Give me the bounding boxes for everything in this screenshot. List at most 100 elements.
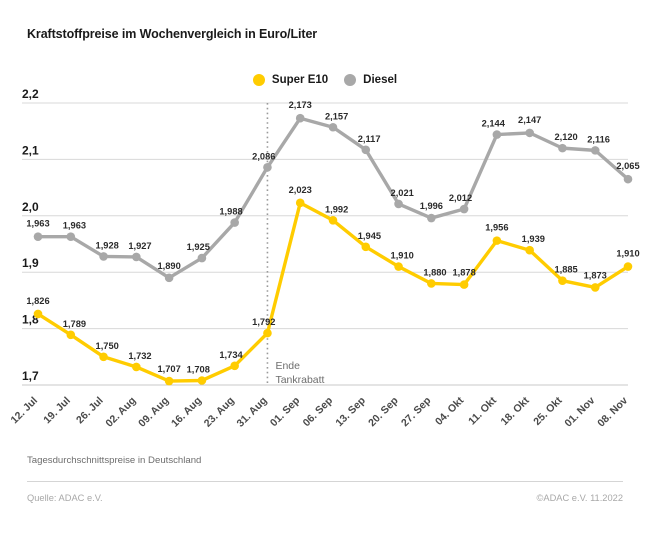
x-tick-label: 13. Sep xyxy=(333,395,367,429)
data-point-label: 1,928 xyxy=(96,240,119,250)
data-point-label: 1,939 xyxy=(522,234,545,244)
source-label: Quelle: ADAC e.V. xyxy=(27,493,103,503)
data-point-marker xyxy=(164,273,174,283)
data-point-marker xyxy=(361,242,371,252)
data-point-marker xyxy=(558,276,567,285)
data-point-label: 1,707 xyxy=(157,364,180,374)
x-tick-label: 04. Okt xyxy=(433,394,467,428)
data-point-marker xyxy=(230,361,239,371)
data-point-marker xyxy=(590,146,600,155)
data-point-label: 1,878 xyxy=(452,268,475,278)
y-axis-ticks: 1,71,81,92,02,12,2 xyxy=(22,87,39,383)
data-point-label: 1,927 xyxy=(128,241,151,251)
legend-label: Super E10 xyxy=(271,74,329,86)
x-tick-label: 08. Nov xyxy=(595,395,630,430)
data-point-label: 1,890 xyxy=(157,261,180,271)
x-tick-label: 09. Aug xyxy=(136,395,171,430)
y-tick-label: 2,2 xyxy=(22,87,39,101)
x-tick-label: 23. Aug xyxy=(202,395,237,430)
data-point-label: 1,956 xyxy=(485,223,508,233)
y-tick-label: 1,7 xyxy=(22,369,39,383)
data-point-label: 1,996 xyxy=(420,201,443,211)
x-tick-label: 01. Sep xyxy=(268,395,302,429)
x-tick-label: 31. Aug xyxy=(235,395,270,430)
data-point-label: 1,734 xyxy=(219,350,243,360)
data-point-marker xyxy=(394,262,403,271)
copyright-label: ©ADAC e.V. 11.2022 xyxy=(536,493,623,503)
data-point-label: 1,708 xyxy=(187,364,210,374)
data-point-label: 1,750 xyxy=(96,341,119,351)
x-tick-label: 02. Aug xyxy=(103,395,138,430)
data-point-label: 2,147 xyxy=(518,115,541,125)
data-point-label: 2,117 xyxy=(358,134,381,144)
data-point-marker xyxy=(230,218,239,227)
data-point-label: 2,086 xyxy=(252,151,275,161)
y-tick-label: 1,9 xyxy=(22,256,39,270)
data-point-marker xyxy=(427,279,436,288)
data-point-label: 2,065 xyxy=(616,161,639,171)
data-point-label: 1,885 xyxy=(554,265,577,275)
data-point-marker xyxy=(132,362,141,372)
data-point-label: 1,910 xyxy=(616,249,639,259)
annotation-text: Ende xyxy=(275,360,300,372)
data-point-labels: 1,826 1,789 1,750 1,732 1,707 1,708 1,734 1,792… xyxy=(26,100,639,374)
series-line-diesel xyxy=(36,116,630,280)
data-point-marker xyxy=(525,245,534,255)
data-point-marker xyxy=(197,376,207,385)
data-point-marker xyxy=(263,328,272,338)
data-point-marker xyxy=(328,216,338,225)
data-point-marker xyxy=(427,213,436,223)
data-point-label: 1,792 xyxy=(252,317,275,327)
data-point-marker xyxy=(525,128,534,138)
data-point-marker xyxy=(394,199,403,209)
x-tick-label: 20. Sep xyxy=(366,395,400,429)
data-point-marker xyxy=(590,283,600,292)
data-point-label: 2,144 xyxy=(482,119,506,129)
data-point-marker xyxy=(99,352,108,362)
x-tick-label: 19. Jul xyxy=(41,395,73,427)
y-tick-label: 2,0 xyxy=(22,200,39,214)
data-point-label: 2,023 xyxy=(289,185,312,195)
x-tick-label: 06. Sep xyxy=(301,395,335,429)
data-point-marker xyxy=(33,232,43,241)
data-point-marker xyxy=(99,252,108,261)
data-point-label: 2,173 xyxy=(289,100,312,110)
data-point-label: 1,963 xyxy=(26,219,49,229)
x-tick-label: 25. Okt xyxy=(531,394,565,428)
circle-marker-icon xyxy=(344,74,357,86)
data-point-marker xyxy=(263,162,272,172)
data-point-label: 1,732 xyxy=(128,351,151,361)
data-point-label: 1,873 xyxy=(584,270,607,280)
data-point-label: 1,910 xyxy=(391,251,414,261)
data-point-marker xyxy=(492,236,502,245)
data-point-label: 1,925 xyxy=(187,242,210,252)
data-point-label: 1,988 xyxy=(219,207,242,217)
grid-lines xyxy=(22,102,628,386)
x-tick-label: 27. Sep xyxy=(399,395,433,429)
data-point-marker xyxy=(295,198,305,208)
data-point-marker xyxy=(558,143,567,153)
chart-legend: Super E10 Diesel xyxy=(0,74,650,86)
data-point-marker xyxy=(361,145,371,155)
data-point-label: 1,789 xyxy=(63,319,86,329)
data-point-marker xyxy=(164,376,174,386)
y-tick-label: 2,1 xyxy=(22,143,39,157)
data-point-marker xyxy=(132,252,141,262)
data-point-marker xyxy=(459,280,469,289)
data-point-marker xyxy=(295,113,305,123)
subnote: Tagesdurchschnittspreise in Deutschland xyxy=(27,455,202,466)
series-line-super-e10 xyxy=(36,201,630,383)
x-tick-label: 26. Jul xyxy=(74,395,106,427)
data-point-label: 2,157 xyxy=(325,111,348,121)
data-point-label: 1,880 xyxy=(423,267,446,277)
x-tick-label: 12. Jul xyxy=(9,395,41,427)
x-tick-label: 11. Okt xyxy=(466,394,499,427)
data-point-marker xyxy=(66,330,76,340)
x-tick-label: 18. Okt xyxy=(499,394,533,428)
data-point-marker xyxy=(492,130,502,139)
data-point-label: 1,826 xyxy=(26,296,49,306)
data-point-marker xyxy=(623,174,633,184)
